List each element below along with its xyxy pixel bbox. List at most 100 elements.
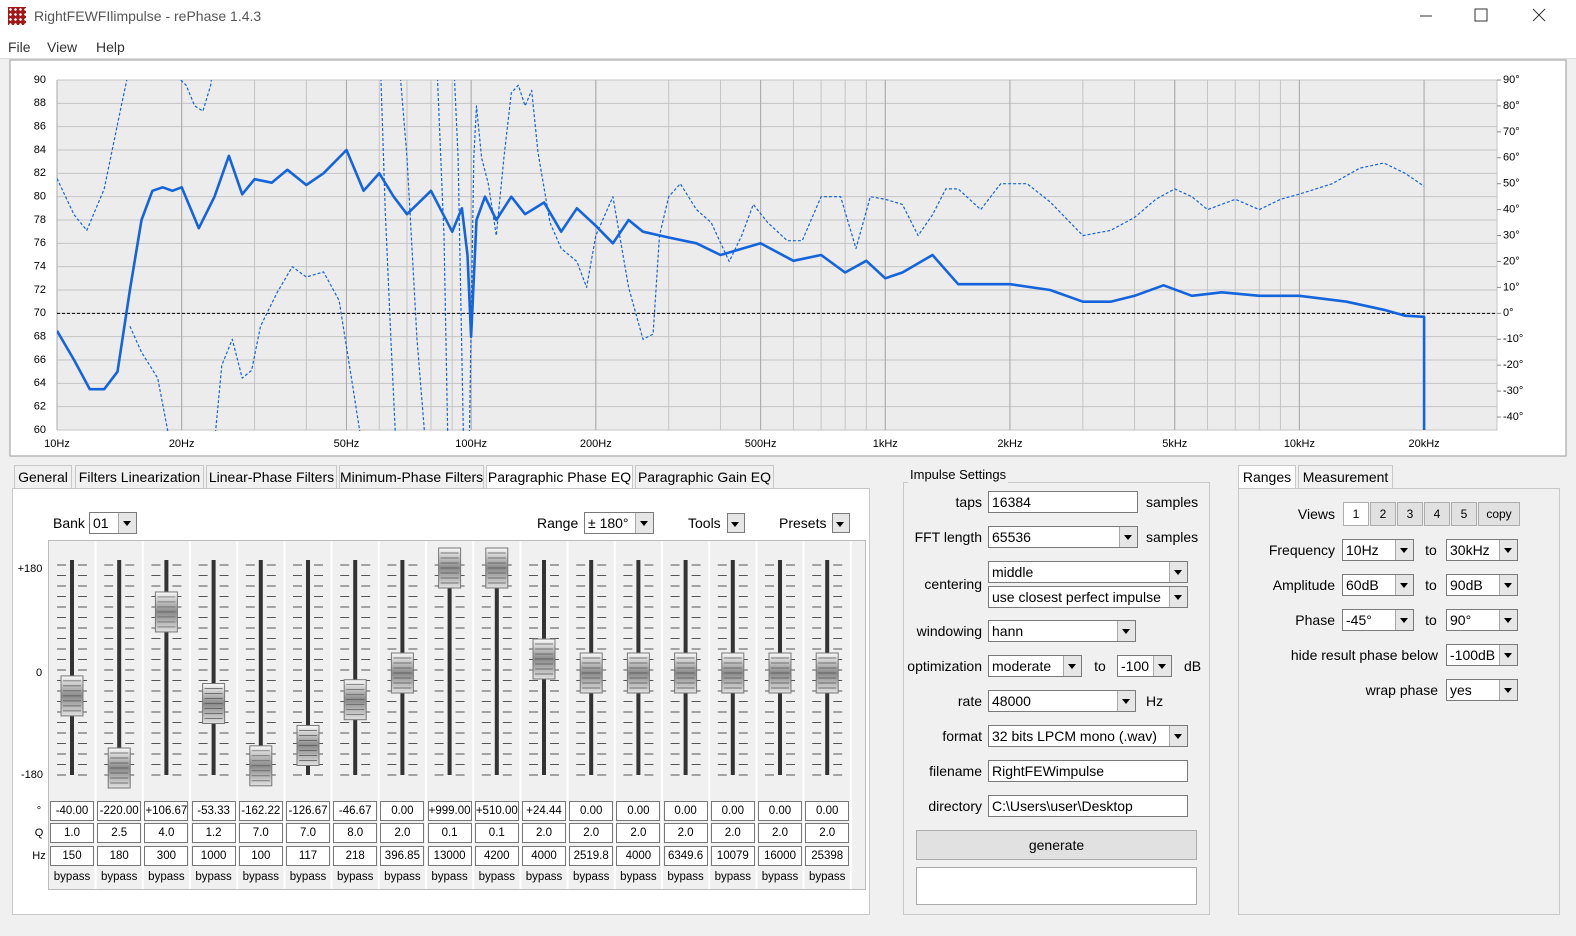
dropdown-arrow[interactable]: [1395, 610, 1413, 630]
hz-cell[interactable]: 300: [144, 846, 189, 866]
bypass-toggle[interactable]: bypass: [384, 871, 421, 883]
q-cell[interactable]: 2.0: [758, 823, 802, 843]
bypass-toggle[interactable]: bypass: [195, 871, 232, 883]
bypass-toggle[interactable]: bypass: [572, 871, 610, 883]
dropdown-arrow[interactable]: [1169, 587, 1187, 607]
phase-cell[interactable]: -53.33: [191, 801, 236, 821]
range-select[interactable]: ± 180°: [584, 512, 654, 534]
phase-cell[interactable]: 0.00: [805, 801, 850, 821]
q-cell[interactable]: 2.0: [710, 823, 755, 843]
menu-item[interactable]: File: [8, 39, 31, 55]
dropdown-arrow[interactable]: [1117, 691, 1135, 711]
view-button[interactable]: 4: [1424, 502, 1450, 526]
phase-cell[interactable]: -46.67: [333, 801, 378, 821]
range-from-select[interactable]: -45°: [1342, 609, 1414, 631]
q-cell[interactable]: 1.2: [191, 823, 236, 843]
phase-cell[interactable]: 0.00: [663, 801, 708, 821]
range-from-select[interactable]: 10Hz: [1342, 539, 1414, 561]
tab[interactable]: General: [14, 465, 72, 489]
dropdown-arrow[interactable]: [635, 513, 653, 533]
view-button[interactable]: 3: [1397, 502, 1423, 526]
dropdown-arrow[interactable]: [1499, 540, 1517, 560]
dropdown-arrow[interactable]: [1499, 645, 1517, 665]
bypass-toggle[interactable]: bypass: [431, 871, 468, 883]
q-cell[interactable]: 2.5: [97, 823, 142, 843]
phase-cell[interactable]: 0.00: [710, 801, 755, 821]
hz-cell[interactable]: 218: [333, 846, 378, 866]
phase-cell[interactable]: -220.00: [97, 801, 142, 821]
bypass-toggle[interactable]: bypass: [478, 871, 516, 883]
view-button[interactable]: copy: [1478, 502, 1520, 526]
tab[interactable]: Filters Linearization: [75, 465, 204, 489]
phase-cell[interactable]: 0.00: [569, 801, 614, 821]
hz-cell[interactable]: 396.85: [380, 846, 425, 866]
dropdown-arrow[interactable]: [118, 513, 136, 533]
bank-select[interactable]: 01: [89, 512, 137, 534]
range-from-select[interactable]: 60dB: [1342, 574, 1414, 596]
hz-cell[interactable]: 10079: [710, 846, 755, 866]
q-cell[interactable]: 2.0: [522, 823, 566, 843]
bypass-toggle[interactable]: bypass: [620, 871, 657, 883]
phase-cell[interactable]: 0.00: [758, 801, 802, 821]
menu-item[interactable]: View: [47, 39, 78, 55]
hz-cell[interactable]: 16000: [758, 846, 802, 866]
range-to-select[interactable]: 30kHz: [1446, 539, 1518, 561]
hz-cell[interactable]: 6349.6: [663, 846, 708, 866]
q-cell[interactable]: 0.1: [427, 823, 472, 843]
bypass-toggle[interactable]: bypass: [714, 871, 752, 883]
phase-cell[interactable]: 0.00: [616, 801, 661, 821]
hz-cell[interactable]: 25398: [805, 846, 850, 866]
centering-mode-select[interactable]: use closest perfect impulse: [988, 586, 1188, 608]
dropdown-arrow[interactable]: [1499, 610, 1517, 630]
tab[interactable]: Linear-Phase Filters: [206, 465, 337, 489]
q-cell[interactable]: 7.0: [238, 823, 283, 843]
tab[interactable]: Minimum-Phase Filters: [339, 465, 484, 489]
phase-cell[interactable]: +999.00: [427, 801, 472, 821]
tab[interactable]: Paragraphic Phase EQ: [486, 465, 633, 489]
windowing-select[interactable]: hann: [988, 620, 1136, 642]
q-cell[interactable]: 2.0: [569, 823, 614, 843]
q-cell[interactable]: 8.0: [333, 823, 378, 843]
phase-cell[interactable]: +510.00: [474, 801, 519, 821]
generate-button[interactable]: generate: [916, 830, 1197, 860]
dropdown-arrow[interactable]: [1395, 540, 1413, 560]
window-buttons[interactable]: [1400, 0, 1576, 34]
menu-item[interactable]: Help: [96, 39, 125, 55]
hz-cell[interactable]: 100: [238, 846, 283, 866]
taps-input[interactable]: 16384: [988, 491, 1138, 513]
dropdown-arrow[interactable]: [1117, 621, 1135, 641]
hz-cell[interactable]: 150: [50, 846, 94, 866]
view-button[interactable]: 2: [1370, 502, 1396, 526]
dropdown-arrow[interactable]: [1153, 656, 1171, 676]
tab[interactable]: Ranges: [1238, 465, 1296, 489]
fft-select[interactable]: 65536: [988, 526, 1138, 548]
format-select[interactable]: 32 bits LPCM mono (.wav): [988, 725, 1188, 747]
hz-cell[interactable]: 1000: [191, 846, 236, 866]
dropdown-arrow[interactable]: [1119, 527, 1137, 547]
phase-cell[interactable]: +106.67: [144, 801, 189, 821]
bypass-toggle[interactable]: bypass: [667, 871, 704, 883]
directory-input[interactable]: C:\Users\user\Desktop: [988, 795, 1188, 817]
centering-select[interactable]: middle: [988, 561, 1188, 583]
bypass-toggle[interactable]: bypass: [100, 871, 138, 883]
dropdown-arrow[interactable]: [1499, 680, 1517, 700]
optimization-select[interactable]: moderate: [988, 655, 1082, 677]
phase-cell[interactable]: -40.00: [50, 801, 94, 821]
bypass-toggle[interactable]: bypass: [289, 871, 327, 883]
q-cell[interactable]: 2.0: [805, 823, 850, 843]
q-cell[interactable]: 7.0: [286, 823, 330, 843]
hz-cell[interactable]: 117: [286, 846, 330, 866]
hz-cell[interactable]: 180: [97, 846, 142, 866]
bypass-toggle[interactable]: bypass: [53, 871, 91, 883]
tab[interactable]: Paragraphic Gain EQ: [635, 465, 774, 489]
range-to-select[interactable]: 90dB: [1446, 574, 1518, 596]
bypass-toggle[interactable]: bypass: [336, 871, 374, 883]
hz-cell[interactable]: 4000: [616, 846, 661, 866]
tools-button[interactable]: [727, 513, 745, 533]
optimization-limit-select[interactable]: -100: [1117, 655, 1172, 677]
bypass-toggle[interactable]: bypass: [761, 871, 799, 883]
bypass-toggle[interactable]: bypass: [525, 871, 563, 883]
phase-cell[interactable]: -162.22: [238, 801, 283, 821]
presets-button[interactable]: [832, 513, 850, 533]
phase-cell[interactable]: 0.00: [380, 801, 425, 821]
